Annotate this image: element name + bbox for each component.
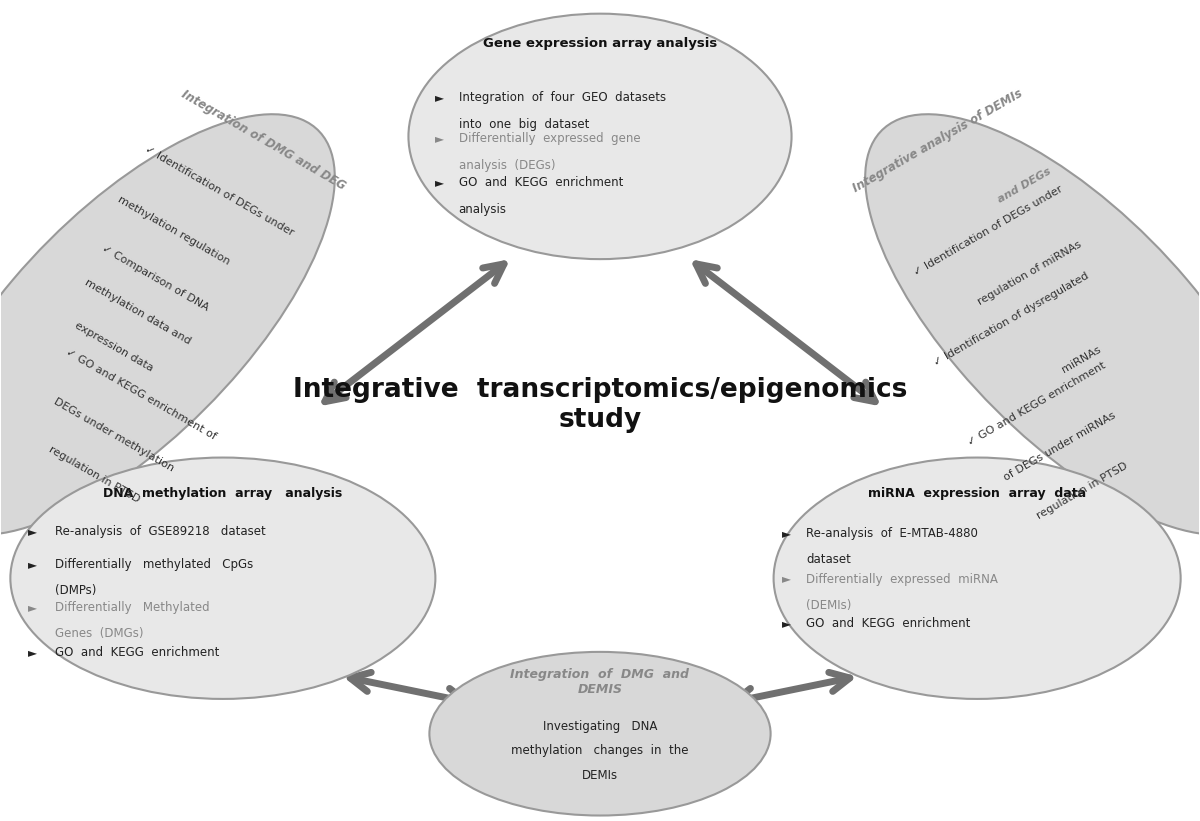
Text: dataset: dataset (806, 553, 851, 566)
Text: ►: ► (782, 617, 791, 630)
Text: ►: ► (28, 525, 37, 538)
Text: ►: ► (434, 91, 444, 104)
Text: Re-analysis  of  E-MTAB-4880: Re-analysis of E-MTAB-4880 (806, 527, 978, 539)
Text: (DMPs): (DMPs) (55, 584, 97, 597)
Text: GO  and  KEGG  enrichment: GO and KEGG enrichment (458, 176, 623, 189)
Text: ✓ GO and KEGG enrichment of: ✓ GO and KEGG enrichment of (64, 346, 217, 442)
Text: ►: ► (782, 572, 791, 585)
Text: ✓ Identification of DEGs under: ✓ Identification of DEGs under (143, 144, 295, 238)
Text: DEGs under methylation: DEGs under methylation (52, 397, 175, 474)
Text: Integration  of  four  GEO  datasets: Integration of four GEO datasets (458, 91, 666, 104)
Ellipse shape (865, 114, 1200, 535)
Ellipse shape (0, 114, 335, 535)
Text: ►: ► (782, 527, 791, 539)
Text: methylation regulation: methylation regulation (116, 195, 232, 267)
Text: ►: ► (28, 601, 37, 614)
Text: study: study (558, 407, 642, 433)
Text: Integrative analysis of DEMIs: Integrative analysis of DEMIs (851, 86, 1025, 195)
Text: ►: ► (28, 646, 37, 659)
Text: ✓ Identification of DEGs under: ✓ Identification of DEGs under (912, 184, 1064, 277)
Text: ✓ Identification of dysregulated: ✓ Identification of dysregulated (932, 270, 1091, 368)
Text: Genes  (DMGs): Genes (DMGs) (55, 627, 144, 640)
Text: methylation data and: methylation data and (83, 277, 192, 346)
Text: of DEGs under miRNAs: of DEGs under miRNAs (1002, 410, 1117, 483)
Text: Differentially  expressed  miRNA: Differentially expressed miRNA (806, 572, 997, 585)
Text: Differentially  expressed  gene: Differentially expressed gene (458, 132, 641, 145)
Text: analysis  (DEGs): analysis (DEGs) (458, 159, 556, 172)
Text: ✓ GO and KEGG enrichment: ✓ GO and KEGG enrichment (966, 360, 1108, 447)
Text: regulation in PTSD: regulation in PTSD (1034, 461, 1129, 521)
Text: Integrative  transcriptomics/epigenomics: Integrative transcriptomics/epigenomics (293, 377, 907, 403)
Text: Re-analysis  of  GSE89218   dataset: Re-analysis of GSE89218 dataset (55, 525, 266, 538)
Text: GO  and  KEGG  enrichment: GO and KEGG enrichment (55, 646, 220, 659)
Text: miRNA  expression  array  data: miRNA expression array data (868, 488, 1086, 501)
Text: ►: ► (434, 176, 444, 189)
Text: methylation   changes  in  the: methylation changes in the (511, 745, 689, 757)
Text: GO  and  KEGG  enrichment: GO and KEGG enrichment (806, 617, 971, 630)
Text: regulation in PTSD: regulation in PTSD (47, 444, 142, 504)
Text: and DEGs: and DEGs (996, 166, 1052, 204)
Text: ✓ Comparison of DNA: ✓ Comparison of DNA (100, 243, 210, 313)
Text: regulation of miRNAs: regulation of miRNAs (977, 239, 1084, 307)
Text: analysis: analysis (458, 203, 506, 216)
Text: Differentially   methylated   CpGs: Differentially methylated CpGs (55, 557, 253, 571)
Text: Investigating   DNA: Investigating DNA (542, 720, 658, 733)
Text: Differentially   Methylated: Differentially Methylated (55, 601, 210, 614)
Text: Integration  of  DMG  and
DEMIS: Integration of DMG and DEMIS (510, 668, 690, 696)
Ellipse shape (430, 652, 770, 815)
Text: expression data: expression data (73, 320, 155, 374)
Ellipse shape (408, 14, 792, 259)
Ellipse shape (11, 457, 436, 699)
Text: DEMIs: DEMIs (582, 769, 618, 782)
Text: miRNAs: miRNAs (1060, 345, 1103, 375)
Text: (DEMIs): (DEMIs) (806, 599, 851, 612)
Text: ►: ► (28, 557, 37, 571)
Ellipse shape (774, 457, 1181, 699)
Text: Integration of DMG and DEG: Integration of DMG and DEG (179, 88, 347, 193)
Text: DNA  methylation  array   analysis: DNA methylation array analysis (103, 488, 342, 501)
Text: into  one  big  dataset: into one big dataset (458, 118, 589, 131)
Text: Gene expression array analysis: Gene expression array analysis (482, 38, 718, 50)
Text: ►: ► (434, 132, 444, 145)
